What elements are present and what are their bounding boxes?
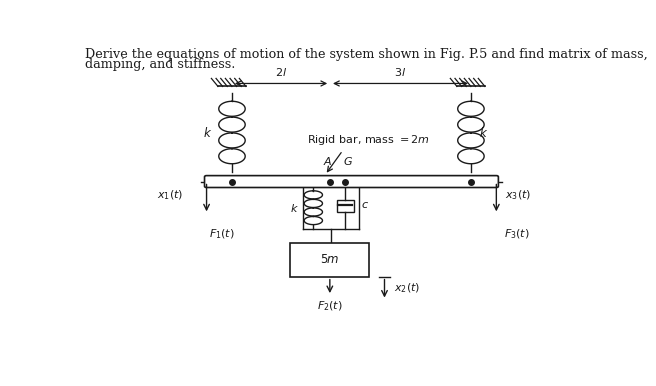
- Text: damping, and stiffness.: damping, and stiffness.: [85, 58, 235, 71]
- FancyBboxPatch shape: [205, 176, 499, 188]
- Text: $F_1(t)$: $F_1(t)$: [209, 228, 235, 241]
- Text: $3l$: $3l$: [394, 66, 407, 78]
- Text: $x_1(t)$: $x_1(t)$: [157, 188, 184, 202]
- Text: $5m$: $5m$: [320, 253, 340, 266]
- Bar: [337, 200, 354, 212]
- Text: $k$: $k$: [290, 202, 299, 214]
- Text: $F_2(t)$: $F_2(t)$: [317, 299, 342, 313]
- Text: $F_3(t)$: $F_3(t)$: [504, 228, 530, 241]
- Text: Derive the equations of motion of the system shown in Fig. P.5 and find matrix o: Derive the equations of motion of the sy…: [85, 48, 647, 61]
- Text: $c$: $c$: [361, 200, 369, 210]
- Bar: [291, 243, 369, 277]
- Text: $x_3(t)$: $x_3(t)$: [506, 188, 532, 202]
- Text: $A$: $A$: [323, 155, 333, 167]
- Text: $k$: $k$: [203, 125, 213, 139]
- Text: $x_2(t)$: $x_2(t)$: [394, 282, 420, 295]
- Text: $k$: $k$: [479, 125, 488, 139]
- Text: $2l$: $2l$: [275, 66, 287, 78]
- Text: $G$: $G$: [343, 155, 353, 167]
- Text: Rigid bar, mass $= 2m$: Rigid bar, mass $= 2m$: [307, 134, 430, 147]
